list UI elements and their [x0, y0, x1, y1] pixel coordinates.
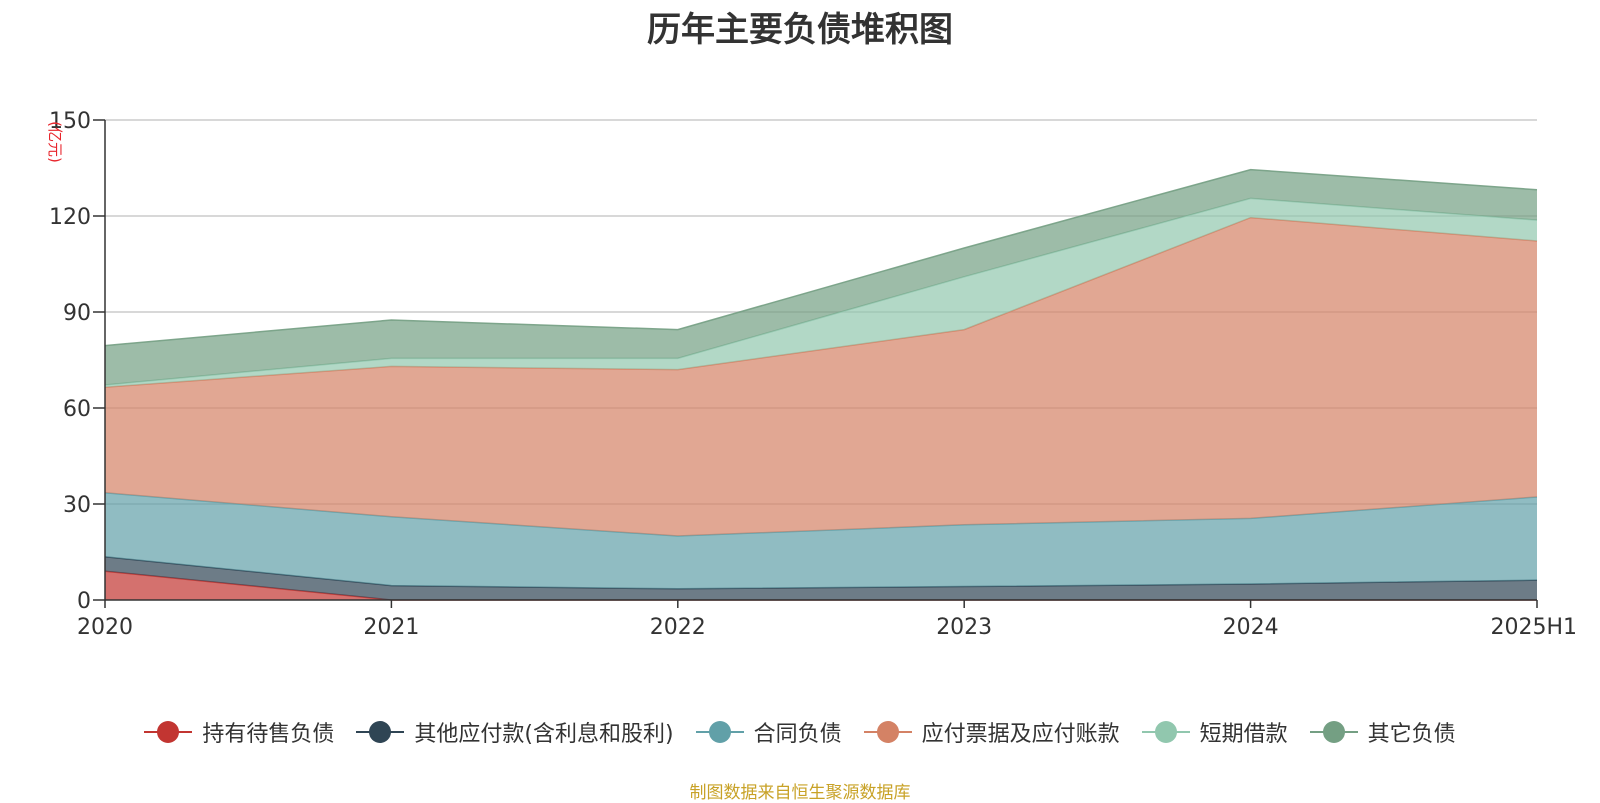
y-tick-label: 0 — [77, 589, 91, 614]
legend-swatch — [695, 720, 744, 744]
legend-item[interactable]: 短期借款 — [1141, 716, 1288, 748]
legend-item[interactable]: 应付票据及应付账款 — [863, 716, 1120, 748]
y-tick-label: 30 — [63, 493, 91, 518]
source-note: 制图数据来自恒生聚源数据库 — [689, 783, 911, 803]
area-series-4 — [105, 198, 1537, 388]
y-tick-label: 90 — [63, 301, 91, 326]
legend-label: 应付票据及应付账款 — [921, 722, 1120, 747]
legend: 持有待售负债 其他应付款(含利息和股利) 合同负债 应付票据及应付账款 短期借款 其它负债 — [0, 716, 1600, 748]
area-series-5 — [105, 169, 1537, 385]
legend-label: 短期借款 — [1199, 722, 1288, 747]
y-axis-unit-label: (亿元) — [46, 121, 64, 163]
legend-item[interactable]: 其它负债 — [1309, 716, 1456, 748]
legend-swatch — [1141, 720, 1190, 744]
legend-swatch — [1309, 720, 1358, 744]
x-tick-label: 2020 — [77, 615, 133, 640]
legend-item[interactable]: 其他应付款(含利息和股利) — [356, 716, 674, 748]
x-tick-label: 2025H1 — [1490, 615, 1577, 640]
legend-swatch-dot — [1154, 721, 1177, 743]
legend-item[interactable]: 持有待售负债 — [144, 716, 334, 748]
axes: 0 30 60 90 120 150 2020 2021 2022 2023 2024 2025H1 — [49, 109, 1577, 640]
legend-swatch-dot — [1322, 721, 1345, 743]
area-series-0 — [105, 571, 1537, 600]
legend-label: 其它负债 — [1367, 722, 1456, 747]
y-tick-label: 150 — [49, 109, 91, 134]
area-series-1 — [105, 556, 1537, 600]
legend-swatch-dot — [876, 721, 899, 743]
y-tick-label: 60 — [63, 397, 91, 422]
legend-swatch-dot — [708, 721, 731, 743]
x-tick-label: 2024 — [1223, 615, 1279, 640]
area-series-line-5 — [104, 168, 1538, 347]
legend-item[interactable]: 合同负债 — [695, 716, 842, 748]
legend-label: 合同负债 — [753, 722, 842, 747]
legend-label: 其他应付款(含利息和股利) — [414, 722, 674, 747]
area-series-3 — [105, 217, 1537, 536]
x-tick-label: 2021 — [363, 615, 419, 640]
x-tick-label: 2023 — [936, 615, 992, 640]
chart-title: 历年主要负债堆积图 — [647, 10, 953, 50]
legend-label: 持有待售负债 — [202, 722, 335, 747]
legend-swatch-dot — [157, 721, 180, 743]
area-series-layer — [104, 168, 1538, 601]
legend-swatch — [356, 720, 405, 744]
legend-swatch — [144, 720, 193, 744]
x-tick-label: 2022 — [650, 615, 706, 640]
legend-swatch-dot — [369, 721, 392, 743]
y-tick-label: 120 — [49, 205, 91, 230]
area-series-2 — [105, 492, 1537, 589]
legend-swatch — [863, 720, 912, 744]
